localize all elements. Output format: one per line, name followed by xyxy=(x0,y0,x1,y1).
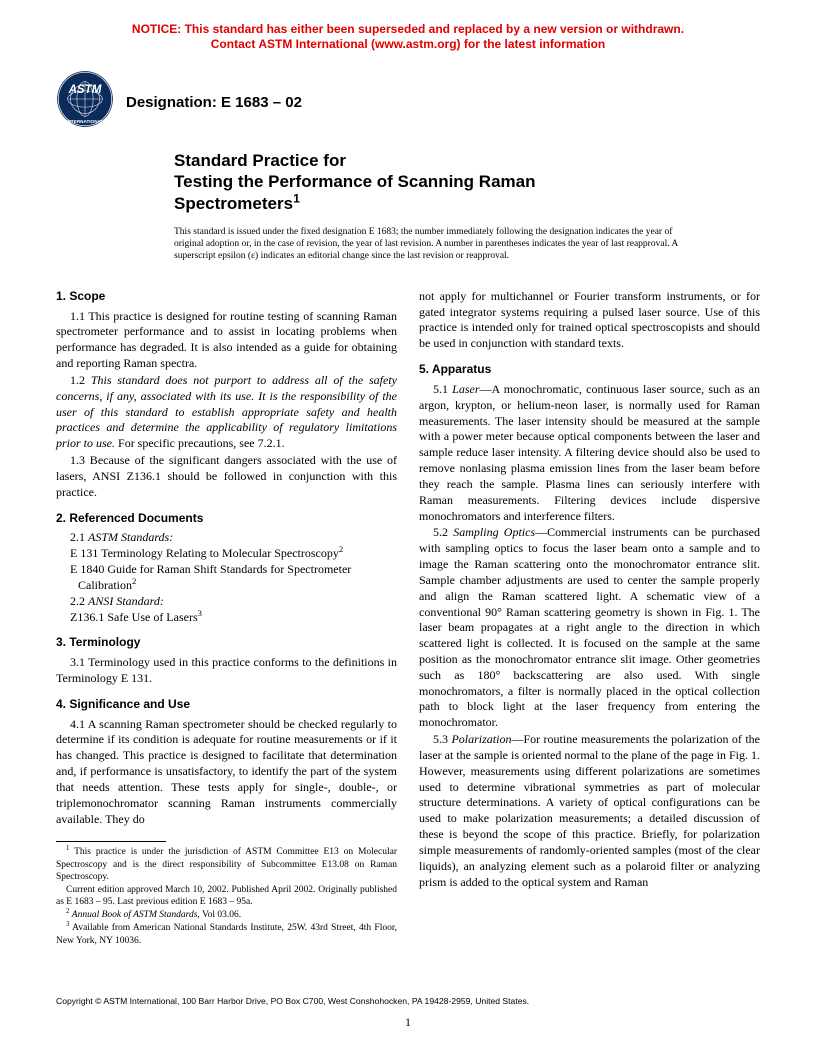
ref-e1840: E 1840 Guide for Raman Shift Standards f… xyxy=(56,562,397,594)
para-1-3: 1.3 Because of the significant dangers a… xyxy=(56,453,397,500)
para-4-1: 4.1 A scanning Raman spectrometer should… xyxy=(56,717,397,828)
copyright-line: Copyright © ASTM International, 100 Barr… xyxy=(56,996,529,1006)
ref-2-2: 2.2 ANSI Standard: xyxy=(56,594,397,610)
title-block: Standard Practice for Testing the Perfor… xyxy=(174,150,720,214)
footnote-1: 1 This practice is under the jurisdictio… xyxy=(56,846,397,882)
svg-text:INTERNATIONAL: INTERNATIONAL xyxy=(66,119,104,124)
title-line3: Spectrometers1 xyxy=(174,194,300,213)
designation: Designation: E 1683 – 02 xyxy=(126,94,302,111)
para-5-3: 5.3 Polarization—For routine measurement… xyxy=(419,732,760,890)
heading-scope: 1. Scope xyxy=(56,289,397,305)
para-5-1: 5.1 Laser—A monochromatic, continuous la… xyxy=(419,382,760,524)
footnote-rule xyxy=(56,841,166,842)
ref-2-1: 2.1 ASTM Standards: xyxy=(56,530,397,546)
para-1-2: 1.2 This standard does not purport to ad… xyxy=(56,373,397,452)
ref-e131: E 131 Terminology Relating to Molecular … xyxy=(56,546,397,562)
para-4-1-cont: not apply for multichannel or Fourier tr… xyxy=(419,289,760,352)
page: NOTICE: This standard has either been su… xyxy=(0,0,816,1056)
footnote-1b: Current edition approved March 10, 2002.… xyxy=(56,884,397,908)
notice-line1: NOTICE: This standard has either been su… xyxy=(132,22,684,36)
astm-logo-icon: ASTM INTERNATIONAL xyxy=(56,70,114,128)
footnote-2: 2 Annual Book of ASTM Standards, Vol 03.… xyxy=(56,909,397,921)
heading-apparatus: 5. Apparatus xyxy=(419,362,760,378)
para-3-1: 3.1 Terminology used in this practice co… xyxy=(56,655,397,687)
issuance-note: This standard is issued under the fixed … xyxy=(174,226,700,263)
document-title: Standard Practice for Testing the Perfor… xyxy=(174,150,720,214)
para-5-2: 5.2 Sampling Optics—Commercial instrumen… xyxy=(419,525,760,731)
page-number: 1 xyxy=(0,1015,816,1030)
notice-banner: NOTICE: This standard has either been su… xyxy=(56,22,760,52)
title-line2: Testing the Performance of Scanning Rama… xyxy=(174,172,535,191)
para-1-1: 1.1 This practice is designed for routin… xyxy=(56,309,397,372)
footnotes-block: 1 This practice is under the jurisdictio… xyxy=(56,841,397,946)
body-columns: 1. Scope 1.1 This practice is designed f… xyxy=(56,289,760,948)
title-line1: Standard Practice for xyxy=(174,151,346,170)
header: ASTM INTERNATIONAL Designation: E 1683 –… xyxy=(56,70,760,128)
heading-terminology: 3. Terminology xyxy=(56,635,397,651)
ref-z136: Z136.1 Safe Use of Lasers3 xyxy=(56,610,397,626)
heading-refs: 2. Referenced Documents xyxy=(56,511,397,527)
notice-line2: Contact ASTM International (www.astm.org… xyxy=(211,37,605,51)
footnote-3: 3 Available from American National Stand… xyxy=(56,922,397,946)
heading-significance: 4. Significance and Use xyxy=(56,697,397,713)
svg-text:ASTM: ASTM xyxy=(68,83,102,96)
